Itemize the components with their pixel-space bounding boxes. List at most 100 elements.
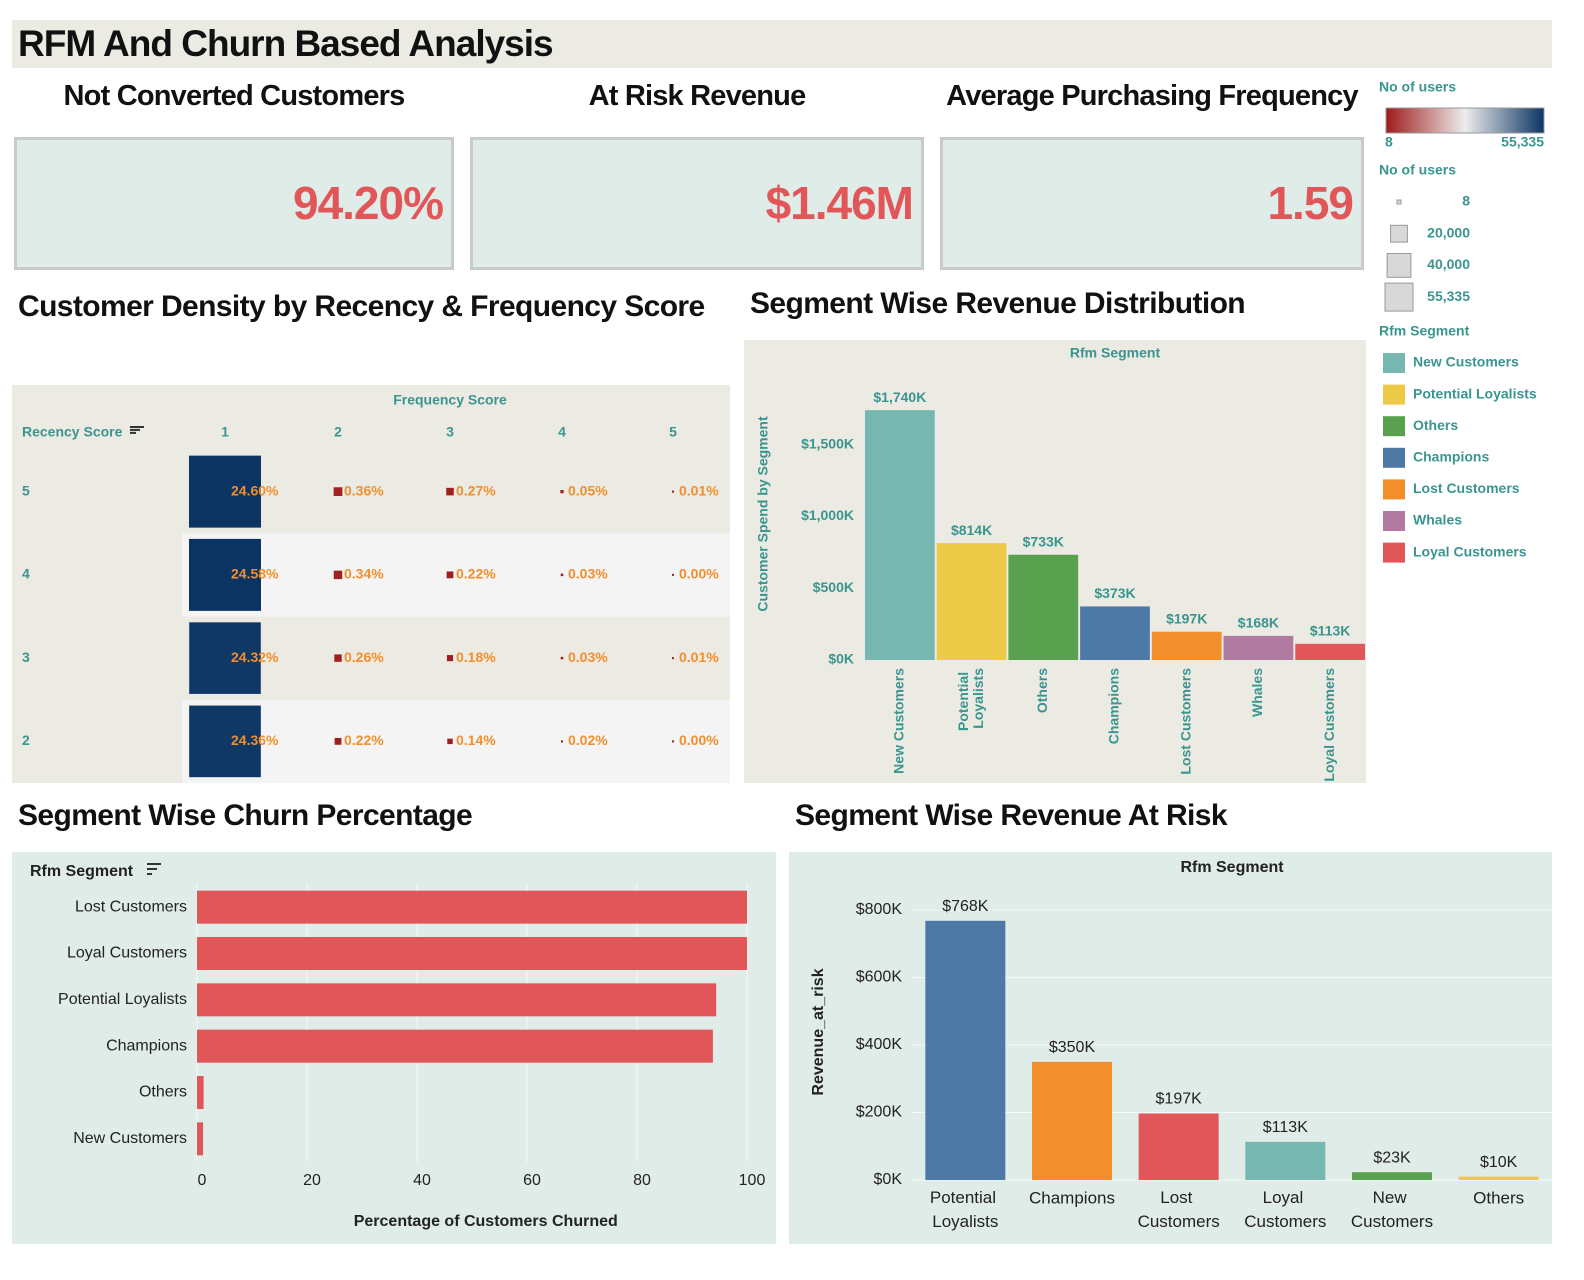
x-tick-label: Potential Loyalists: [955, 668, 986, 731]
kpi-card: $1.46M: [470, 137, 924, 270]
y-tick-label: $800K: [856, 901, 903, 918]
density-cell: [189, 705, 261, 778]
legend-title: No of users: [1379, 162, 1456, 178]
revenue-distribution-chart: Rfm Segment Customer Spend by Segment $0K $…: [744, 340, 1366, 783]
size-swatch: [1390, 224, 1408, 243]
bar: [197, 983, 717, 1017]
cell-label: 0.02%: [568, 732, 608, 748]
chart-title: Segment Wise Revenue Distribution: [750, 287, 1246, 320]
sort-icon[interactable]: [147, 863, 161, 875]
row-background: [182, 699, 730, 783]
value-label: $113K: [1263, 1119, 1308, 1136]
legend-label: Whales: [1413, 512, 1462, 528]
cell-label: 0.01%: [679, 482, 719, 498]
dashboard-title: RFM And Churn Based Analysis: [12, 20, 1552, 68]
y-tick-label: Others: [139, 1084, 187, 1101]
density-cell: [560, 740, 564, 743]
value-label: $733K: [1023, 533, 1064, 549]
cell-label: 24.60%: [231, 482, 279, 498]
density-cell: [333, 570, 343, 580]
label-line: Customers: [1244, 1212, 1326, 1231]
y-tick-label: Potential Loyalists: [58, 991, 187, 1008]
y-tick-label: $0K: [874, 1171, 903, 1188]
size-label: 55,335: [1427, 288, 1470, 304]
density-cell: [672, 740, 674, 743]
bar: [1080, 606, 1150, 660]
cell-label: 0.14%: [456, 732, 496, 748]
density-cell: [447, 738, 453, 745]
kpi-card: 1.59: [940, 137, 1364, 270]
x-tick-label: Loyal Customers: [1244, 1188, 1326, 1231]
revenue-at-risk-chart: Rfm Segment Revenue_at_risk $0K $200K $400K $…: [789, 852, 1552, 1244]
legend-label: New Customers: [1413, 354, 1519, 370]
y-tick-label: $200K: [856, 1104, 903, 1121]
legend-label: Potential Loyalists: [1413, 385, 1537, 401]
kpi-value: 1.59: [1267, 177, 1354, 229]
y-axis-title: Recency Score: [22, 424, 123, 440]
y-tick-label: Loyal Customers: [67, 945, 187, 962]
chart-header: Rfm Segment: [30, 863, 134, 880]
density-cell: [560, 656, 564, 660]
size-swatch: [1386, 252, 1412, 278]
chart-header: Rfm Segment: [1070, 345, 1161, 361]
size-label: 40,000: [1427, 256, 1470, 272]
label-line: Loyalists: [970, 668, 986, 729]
density-cell: [446, 655, 454, 662]
bar: [197, 1076, 204, 1109]
density-cell: [446, 571, 454, 579]
cell-label: 24.58%: [231, 566, 279, 582]
legend-label: Loyal Customers: [1413, 543, 1527, 559]
bar: [925, 920, 1006, 1180]
density-cell: [189, 622, 261, 694]
y-tick-label: $0K: [828, 651, 854, 667]
chart-header: Rfm Segment: [1180, 859, 1284, 876]
kpi-label: Average Purchasing Frequency: [946, 80, 1358, 112]
cell-label: 0.27%: [456, 482, 496, 498]
value-label: $168K: [1238, 615, 1279, 631]
cell-label: 0.01%: [679, 649, 719, 665]
x-tick-label: Champions: [1029, 1188, 1115, 1207]
legend-label: Lost Customers: [1413, 480, 1520, 496]
kpi-value: 94.20%: [292, 177, 444, 229]
cell-label: 0.18%: [456, 649, 496, 665]
kpi-value: $1.46M: [765, 177, 914, 229]
x-tick-label: Lost Customers: [1138, 1188, 1220, 1231]
bar: [1151, 631, 1222, 660]
label-line: Potential: [930, 1188, 1001, 1207]
x-tick-label: Champions: [1106, 668, 1122, 744]
density-cell: [560, 573, 564, 577]
chart-title: Customer Density by Recency & Frequency …: [18, 290, 705, 323]
y-axis-label: Revenue_at_risk: [810, 968, 827, 1095]
legend-swatch: [1383, 542, 1405, 563]
legend-swatch: [1383, 447, 1405, 468]
y-tick-label: New Customers: [73, 1130, 187, 1147]
label-line: Potential: [955, 668, 971, 731]
label-line: Lost: [1160, 1188, 1197, 1207]
bar: [1352, 1172, 1432, 1180]
churn-chart: Rfm Segment 0 20 40 60 80 100 Percentage of Cus…: [12, 852, 776, 1244]
label-line: Loyalists: [932, 1212, 998, 1231]
cell-label: 0.36%: [344, 482, 384, 498]
x-tick-label: 0: [198, 1172, 207, 1189]
legend-swatch: [1383, 511, 1405, 531]
cell-label: 0.22%: [344, 732, 384, 748]
legend-label: Others: [1413, 417, 1458, 433]
legend-swatch: [1383, 353, 1405, 373]
label-line: New: [1373, 1188, 1412, 1207]
size-label: 20,000: [1427, 224, 1470, 240]
column-label: 5: [669, 424, 677, 440]
x-tick-label: Others: [1034, 668, 1050, 713]
row-label: 4: [22, 566, 30, 582]
value-label: $197K: [1166, 610, 1207, 626]
x-tick-label: 100: [739, 1172, 766, 1189]
cell-label: 24.36%: [231, 732, 279, 748]
row-background: [182, 533, 730, 617]
x-tick-label: 40: [413, 1172, 431, 1189]
heatmap-chart: Frequency Score Recency Score 1 2 3 4 5 5 24.60%…: [12, 385, 730, 783]
color-ramp: [1385, 107, 1545, 134]
row-background: [182, 450, 730, 534]
cell-label: 0.00%: [679, 732, 719, 748]
value-label: $1,740K: [873, 389, 926, 405]
value-label: $10K: [1480, 1154, 1518, 1171]
density-cell: [446, 487, 454, 496]
